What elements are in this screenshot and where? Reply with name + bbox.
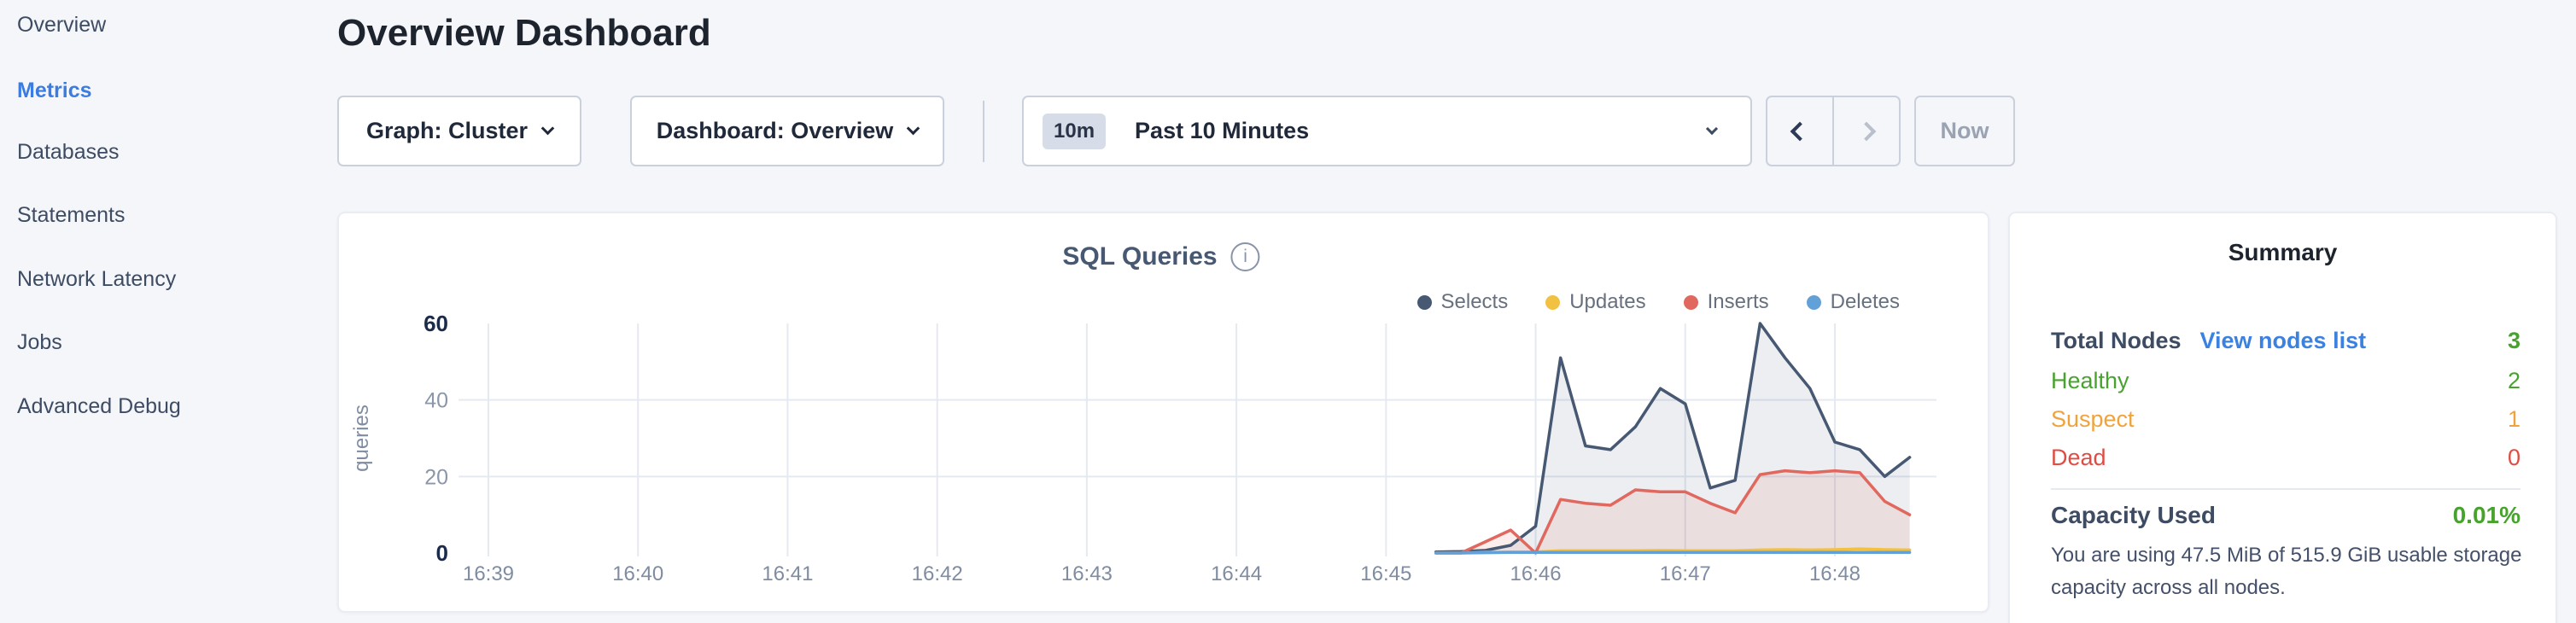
dashboard-dropdown-label: Dashboard: Overview: [656, 118, 894, 143]
series-area-inserts: [1435, 470, 1910, 553]
time-step-controls: [1766, 96, 1901, 166]
healthy-value: 2: [2507, 367, 2521, 393]
time-step-back-button[interactable]: [1767, 97, 1832, 165]
x-axis-tick-label: 16:41: [762, 562, 813, 585]
chevron-down-icon: [540, 121, 555, 136]
capacity-value: 0.01%: [2452, 502, 2521, 528]
chart-title-row: SQL Queries i: [1062, 242, 1260, 271]
chevron-left-icon: [1790, 121, 1810, 141]
sidebar-item-jobs[interactable]: Jobs: [17, 329, 62, 354]
summary-row-suspect: Suspect 1: [2051, 405, 2521, 434]
summary-title: Summary: [2228, 239, 2338, 265]
now-button[interactable]: Now: [1914, 96, 2015, 166]
legend-dot-icon: [1683, 294, 1698, 310]
legend-dot-icon: [1417, 294, 1432, 310]
graph-dropdown[interactable]: Graph: Cluster: [337, 96, 581, 166]
sidebar-nav: Overview Metrics Databases Statements Networ…: [0, 0, 335, 623]
total-nodes-row: Total Nodes View nodes list 3: [2051, 326, 2521, 355]
sidebar-item-advanced-debug[interactable]: Advanced Debug: [17, 393, 181, 418]
sql-queries-plot[interactable]: 16:39 16:40 16:41 16:42 16:43 16:44 16:45 16:46…: [337, 212, 1989, 613]
capacity-label: Capacity Used: [2051, 502, 2216, 528]
summary-divider: [2051, 488, 2521, 490]
chevron-right-icon: [1856, 121, 1877, 141]
legend-dot-icon: [1806, 294, 1821, 310]
y-axis-tick-label: 40: [424, 389, 448, 413]
dead-value: 0: [2507, 444, 2521, 470]
summary-row-healthy: Healthy 2: [2051, 366, 2521, 395]
total-nodes-value: 3: [2507, 327, 2521, 353]
chevron-down-icon: [1705, 122, 1719, 135]
time-range-label: Past 10 Minutes: [1135, 118, 1310, 143]
sidebar-item-overview[interactable]: Overview: [17, 12, 107, 37]
legend-label: Updates: [1569, 290, 1646, 313]
y-axis-unit-label: queries: [350, 405, 373, 472]
x-axis-tick-label: 16:45: [1360, 562, 1411, 585]
sql-queries-chart-card: [337, 212, 1989, 613]
x-axis-tick-label: 16:40: [612, 562, 663, 585]
legend-item-updates: Updates: [1545, 290, 1646, 314]
sidebar-item-databases[interactable]: Databases: [17, 139, 120, 164]
series-line-inserts: [1434, 469, 1912, 555]
time-step-forward-button[interactable]: [1832, 97, 1899, 165]
toolbar-divider: [983, 101, 984, 162]
view-nodes-list-link[interactable]: View nodes list: [2199, 327, 2367, 353]
legend-label: Inserts: [1707, 290, 1769, 313]
legend-item-selects: Selects: [1417, 290, 1509, 314]
x-axis-tick-label: 16:39: [463, 562, 514, 585]
suspect-label: Suspect: [2051, 405, 2135, 432]
legend-item-inserts: Inserts: [1683, 290, 1769, 314]
dashboard-dropdown[interactable]: Dashboard: Overview: [630, 96, 944, 166]
legend-dot-icon: [1545, 294, 1561, 310]
graph-dropdown-label: Graph: Cluster: [365, 118, 529, 143]
series-line-deletes: [1434, 550, 1912, 555]
summary-row-dead: Dead 0: [2051, 443, 2521, 472]
sidebar-item-network-latency[interactable]: Network Latency: [17, 266, 177, 291]
chart-legend: Selects Updates Inserts Deletes: [1417, 290, 1900, 314]
x-axis-tick-label: 16:47: [1660, 562, 1711, 585]
y-axis-tick-label: 0: [436, 540, 448, 566]
x-axis-tick-label: 16:42: [912, 562, 963, 585]
time-range-badge: 10m: [1043, 113, 1107, 149]
capacity-row: Capacity Used 0.01%: [2051, 502, 2521, 529]
series-line-selects: [1434, 322, 1912, 554]
legend-label: Selects: [1440, 290, 1509, 313]
sidebar-item-metrics[interactable]: Metrics: [17, 78, 92, 102]
dead-label: Dead: [2051, 444, 2106, 470]
legend-label: Deletes: [1830, 290, 1900, 313]
total-nodes-label: Total Nodes: [2051, 327, 2182, 353]
chevron-down-icon: [907, 121, 920, 136]
series-area-selects: [1435, 323, 1910, 553]
summary-panel: Summary Total Nodes View nodes list 3 He…: [2008, 212, 2557, 623]
y-axis-tick-label: 60: [423, 311, 448, 336]
suspect-value: 1: [2507, 405, 2521, 432]
x-axis-tick-label: 16:44: [1211, 562, 1262, 585]
x-axis-tick-label: 16:46: [1510, 562, 1562, 585]
info-icon[interactable]: i: [1230, 242, 1260, 271]
y-axis-tick-label: 20: [424, 465, 448, 489]
legend-item-deletes: Deletes: [1806, 290, 1900, 314]
x-axis-tick-label: 16:48: [1809, 562, 1860, 585]
capacity-description: You are using 47.5 MiB of 515.9 GiB usab…: [2051, 544, 2522, 599]
sidebar-item-statements[interactable]: Statements: [17, 202, 126, 227]
time-range-dropdown[interactable]: 10m Past 10 Minutes: [1022, 96, 1752, 166]
page-title: Overview Dashboard: [337, 12, 711, 54]
x-axis-tick-label: 16:43: [1061, 562, 1113, 585]
healthy-label: Healthy: [2051, 367, 2129, 393]
chart-title: SQL Queries: [1062, 242, 1218, 271]
